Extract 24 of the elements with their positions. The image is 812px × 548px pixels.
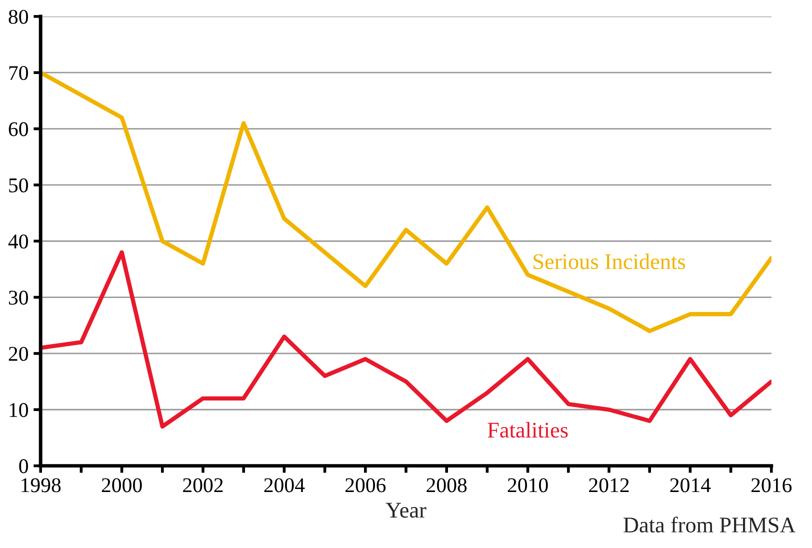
y-tick-label: 50: [9, 178, 28, 192]
series-label: Fatalities: [488, 422, 568, 438]
y-tick-label: 30: [8, 290, 28, 305]
text: Data from PHMSA: [624, 516, 796, 533]
x-tick-label: 2016: [751, 478, 792, 492]
series-label: Serious Incidents: [534, 254, 686, 270]
x-tick-label: 2008: [426, 478, 467, 492]
x-tick-label: 2014: [670, 478, 711, 492]
x-tick-label: 2002: [183, 478, 223, 492]
line-series: [40, 70, 772, 334]
y-tick-label: 40: [8, 234, 28, 249]
y-tick-label: 80: [8, 10, 28, 24]
y-tick-label: 60: [8, 122, 28, 136]
y-tick-label: 10: [10, 403, 28, 418]
x-tick-label: 1998: [22, 478, 61, 492]
y-tick-label: 20: [8, 346, 28, 361]
y-tick-label: 70: [9, 66, 28, 80]
x-tick-label: 2012: [589, 478, 629, 492]
x-tick-label: 2010: [508, 478, 548, 492]
x-tick-label: 2004: [264, 478, 305, 492]
x-tick-label: 2006: [345, 478, 386, 492]
y-tick-label: 0: [19, 459, 28, 474]
x-axis-title: Year: [386, 502, 426, 518]
x-tick-label: 2000: [102, 478, 142, 492]
